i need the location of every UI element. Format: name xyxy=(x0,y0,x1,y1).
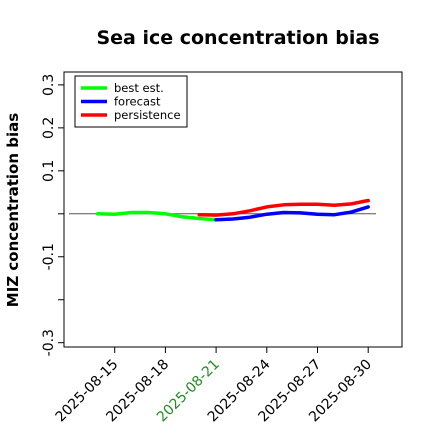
legend-label: persistence xyxy=(114,108,181,122)
y-tick-label: 0.2 xyxy=(41,117,57,139)
y-tick-label: -0.3 xyxy=(41,329,57,356)
y-axis: 0.3 0.2 0.1 -0.1 -0.3 xyxy=(41,74,64,356)
series-line-forecast xyxy=(214,205,370,222)
series-lines xyxy=(96,198,370,222)
y-axis-label: MIZ concentration bias xyxy=(4,113,22,307)
y-tick-label: -0.1 xyxy=(41,243,57,270)
legend-label: forecast xyxy=(114,95,161,109)
series-line-persistence xyxy=(197,198,370,217)
y-tick-label: 0.3 xyxy=(41,74,57,96)
chart-title: Sea ice concentration bias xyxy=(96,27,379,49)
legend-label: best est. xyxy=(114,81,164,95)
x-axis: 2025-08-152025-08-182025-08-212025-08-24… xyxy=(53,347,375,425)
y-tick-label: 0.1 xyxy=(41,160,57,182)
plot-frame xyxy=(63,71,403,348)
series-line-best-est xyxy=(96,210,218,222)
